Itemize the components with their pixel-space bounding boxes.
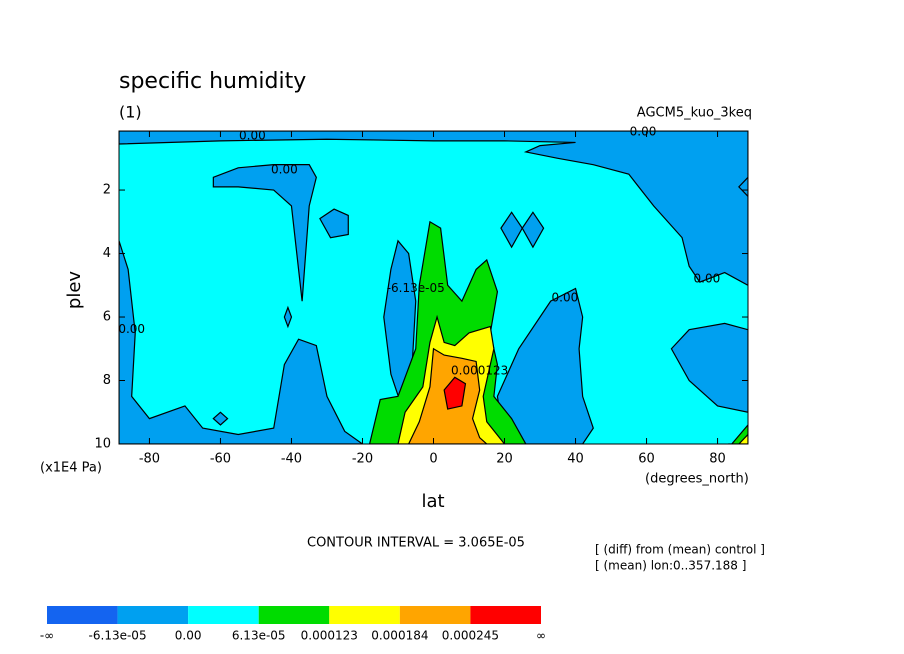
chart-subtitle: (1) <box>119 103 142 122</box>
y-tick-label: 4 <box>103 246 111 261</box>
contour-region <box>443 376 467 410</box>
contour-region <box>212 164 317 302</box>
x-tick-label: 80 <box>709 452 726 467</box>
contour-interval: CONTOUR INTERVAL = 3.065E-05 <box>307 536 525 551</box>
note: [ (diff) from (mean) control ] <box>595 543 765 557</box>
contour-label: 0.00 <box>239 129 266 143</box>
contour-region <box>283 305 293 329</box>
contour-region <box>119 131 748 286</box>
contour-label: 0.00 <box>271 163 298 177</box>
contour-region <box>521 211 545 249</box>
x-tick-label: 60 <box>638 452 655 467</box>
contour-label: 0.00 <box>552 290 579 304</box>
contour-region <box>119 240 364 444</box>
colorbar-label: -6.13e-05 <box>89 629 147 643</box>
colorbar-swatch <box>470 606 541 624</box>
contour-region <box>368 220 527 444</box>
contour-label: -6.13e-05 <box>387 281 445 295</box>
y-tick-label: 10 <box>94 437 111 452</box>
x-tick-label: 40 <box>567 452 584 467</box>
colorbar-label: -∞ <box>40 629 54 643</box>
contour-label: 0.000123 <box>451 363 508 377</box>
colorbar-swatch <box>399 606 471 624</box>
contour-region <box>738 433 748 444</box>
x-tick-label: 0 <box>429 452 437 467</box>
colorbar-label: 6.13e-05 <box>232 629 286 643</box>
contour-region <box>319 208 349 239</box>
colorbar-swatch <box>188 606 259 624</box>
contour-region <box>670 322 748 413</box>
colorbar-label: 0.000245 <box>442 629 499 643</box>
x-tick-label: -20 <box>352 452 373 467</box>
contour-region <box>212 411 229 426</box>
y-tick-label: 6 <box>103 310 111 325</box>
colorbar-label: 0.000123 <box>301 629 358 643</box>
contour-label: 0.00 <box>694 271 721 285</box>
colorbar-label: ∞ <box>536 629 546 643</box>
contour-region <box>496 287 594 444</box>
x-units: (degrees_north) <box>645 472 749 487</box>
note: [ (mean) lon:0..357.188 ] <box>595 559 746 573</box>
y-tick-label: 2 <box>103 183 111 198</box>
contour-region <box>738 176 748 198</box>
colorbar-swatch <box>258 606 330 624</box>
y-axis-label: plev <box>64 271 85 310</box>
colorbar-swatch <box>329 606 400 624</box>
y-units: (x1E4 Pa) <box>40 461 102 476</box>
colorbar-swatch <box>47 606 118 624</box>
x-tick-label: -40 <box>281 452 302 467</box>
colorbar-label: 0.000184 <box>371 629 428 643</box>
regions <box>119 131 748 444</box>
x-tick-label: -80 <box>139 452 160 467</box>
x-tick-label: 20 <box>496 452 513 467</box>
contour-label: 0.00 <box>118 322 145 336</box>
y-tick-label: 8 <box>103 373 111 388</box>
colorbar-swatch <box>117 606 189 624</box>
chart-title: specific humidity <box>119 69 306 94</box>
dataset-label: AGCM5_kuo_3keq <box>637 106 752 121</box>
x-tick-label: -60 <box>210 452 231 467</box>
x-axis-label: lat <box>421 491 444 512</box>
colorbar-label: 0.00 <box>175 629 202 643</box>
